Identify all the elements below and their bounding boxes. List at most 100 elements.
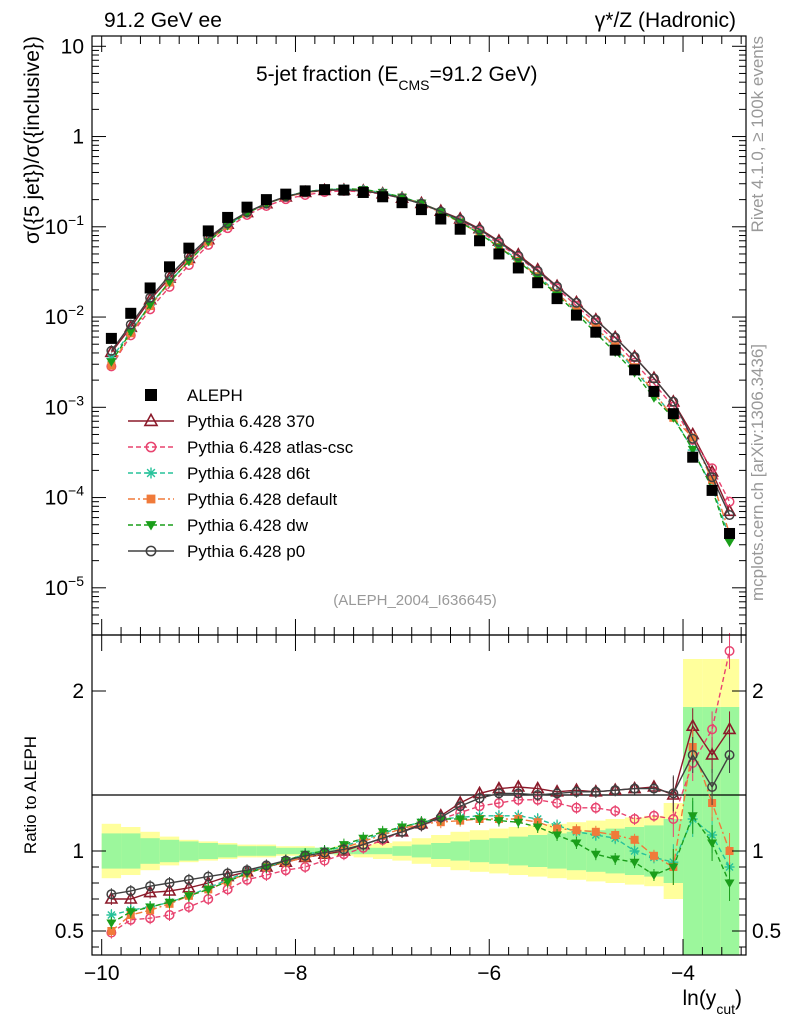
main-ytick-label: 10−3 [45, 392, 85, 419]
main-point [145, 301, 156, 310]
x-tick-label: −8 [283, 962, 307, 985]
ratio-point [590, 802, 601, 813]
aleph-point [357, 186, 369, 198]
legend-marker [145, 521, 157, 531]
main-point [708, 476, 717, 485]
ratio-point [724, 646, 735, 656]
ratio-ytick-label: 0.5 [55, 920, 84, 943]
legend-label: Pythia 6.428 dw [187, 516, 309, 535]
band-inner [159, 839, 180, 863]
ratio-point [474, 793, 485, 804]
ratio-point [203, 885, 214, 895]
ratio-ytick-label-right: 2 [752, 680, 764, 703]
ratio-point [722, 721, 737, 735]
band-inner [101, 833, 122, 869]
aleph-point [474, 235, 486, 247]
main-point [724, 538, 735, 548]
main-point [513, 250, 524, 261]
ratio-point [552, 788, 563, 799]
main-series-pythia-6-428-atlas-csc [106, 185, 735, 507]
ratio-point [164, 898, 175, 908]
ratio-point [687, 812, 698, 821]
ratio-point [668, 863, 679, 872]
main-ytick-label: 10−5 [45, 573, 85, 600]
ratio-point [553, 824, 562, 833]
ratio-point [493, 788, 504, 799]
ratio-point [338, 844, 349, 855]
ratio-point [590, 786, 601, 797]
ratio-point [125, 886, 136, 896]
band-inner [547, 833, 567, 869]
main-panel: 10−5 10−4 10−3 10−2 10−1 1 10 5-jet fraction (… [21, 35, 747, 636]
ratio-point [630, 835, 639, 844]
ratio-point [724, 879, 735, 888]
main-point [687, 433, 698, 444]
ratio-point [591, 827, 600, 836]
aleph-point [724, 527, 736, 539]
aleph-point [299, 185, 311, 197]
legend-marker [145, 389, 157, 401]
band-inner [720, 707, 740, 955]
header-left-title: 91.2 GeV ee [104, 9, 222, 32]
ratio-point [552, 831, 563, 840]
ratio-point [629, 846, 640, 856]
main-title-sub: CMS [398, 77, 429, 93]
ratio-point [145, 881, 156, 892]
legend-item: Pythia 6.428 p0 [128, 542, 305, 561]
ratio-point [532, 823, 543, 832]
legend-label: Pythia 6.428 d6t [187, 464, 310, 483]
ratio-point [648, 871, 659, 880]
aleph-point [512, 262, 524, 274]
main-point [590, 314, 601, 325]
ratio-point [629, 783, 640, 794]
aleph-point [551, 293, 563, 305]
ratio-series-pythia-6-428-atlas-csc [106, 633, 735, 939]
ratio-point [649, 851, 658, 860]
ratio-point [416, 820, 427, 831]
ratio-point [648, 810, 659, 821]
ratio-point [513, 788, 524, 799]
x-tick-label: −10 [84, 962, 120, 985]
ratio-point [610, 855, 621, 864]
ratio-point [145, 903, 156, 912]
aleph-point [532, 277, 544, 289]
band-inner [237, 846, 257, 856]
x-axis-label-text: ln(y [682, 987, 716, 1010]
main-point [552, 281, 563, 292]
aleph-point [687, 451, 699, 463]
ratio-point [571, 802, 582, 813]
ratio-ytick-label: 1 [72, 840, 84, 863]
ratio-point [707, 782, 718, 792]
ratio-ytick-label-right: 0.5 [752, 920, 781, 943]
main-ytick-label: 10 [61, 35, 84, 58]
watermark: (ALEPH_2004_I636645) [333, 592, 496, 609]
main-point [106, 358, 117, 367]
legend-item: ALEPH [145, 386, 243, 405]
ratio-point [648, 783, 659, 794]
ratio-point [300, 850, 311, 861]
aleph-point [338, 184, 350, 196]
ratio-point [629, 814, 640, 824]
aleph-point [415, 204, 427, 216]
band-inner [528, 835, 548, 867]
x-axis-label-sub: cut [716, 1001, 735, 1017]
ratio-point [611, 831, 620, 839]
aleph-point [105, 332, 117, 344]
ratio-point [513, 818, 524, 828]
ratio-point [222, 868, 233, 879]
ratio-point [455, 815, 466, 824]
ratio-ylabel: Ratio to ALEPH [21, 736, 40, 854]
ratio-point [610, 785, 621, 796]
x-axis-label-tail: ) [735, 987, 742, 1010]
aleph-point [183, 242, 195, 254]
ratio-point [164, 910, 175, 920]
aleph-point [164, 261, 176, 273]
main-title-tail: =91.2 GeV) [430, 63, 538, 86]
aleph-point [125, 307, 137, 319]
ratio-point [668, 788, 679, 799]
main-ytick-label: 1 [72, 126, 84, 149]
ratio-point [610, 806, 621, 816]
ratio-point [162, 883, 177, 896]
aleph-point [590, 326, 602, 338]
legend-item: Pythia 6.428 370 [128, 412, 315, 431]
